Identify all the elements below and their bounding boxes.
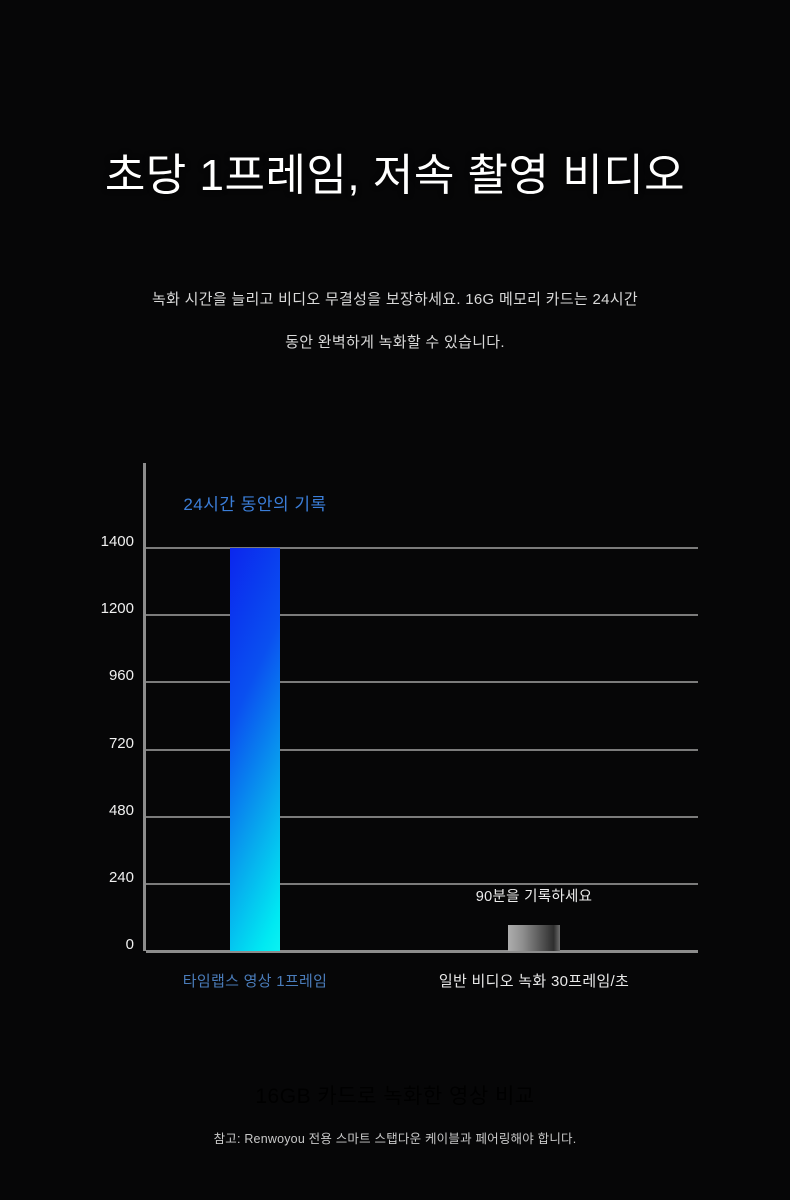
- y-tick-label: 0: [125, 936, 134, 953]
- category-label: 일반 비디오 녹화 30프레임/초: [438, 973, 630, 990]
- chart-caption: 16GB 카드로 녹화한 영상 비교: [255, 1085, 535, 1108]
- bar-primary: [230, 548, 281, 951]
- gridline: [146, 748, 698, 751]
- x-axis-line: [146, 950, 698, 953]
- gridline: [146, 681, 698, 684]
- bar-secondary: [508, 925, 560, 951]
- y-tick-label: 720: [108, 734, 134, 752]
- y-tick-label: 960: [108, 667, 134, 685]
- gridline: [146, 882, 698, 885]
- footnote: 참고: Renwoyou 전용 스마트 스탭다운 케이블과 페어링해야 합니다.: [213, 1132, 577, 1146]
- page-title: 초당 1프레임, 저속 촬영 비디오: [104, 151, 686, 200]
- y-tick-label: 1200: [100, 600, 134, 618]
- subtitle-line-1: 녹화 시간을 늘리고 비디오 무결성을 보장하세요. 16G 메모리 카드는 2…: [151, 291, 638, 308]
- y-tick-label: 1400: [100, 533, 134, 550]
- subtitle-line-2: 동안 완벽하게 녹화할 수 있습니다.: [285, 334, 505, 351]
- gridline: [146, 614, 698, 617]
- y-tick-label: 240: [108, 868, 134, 886]
- bar-annotation-primary: 24시간 동안의 기록: [183, 495, 327, 515]
- bar-annotation-secondary: 90분을 기록하세요: [475, 889, 593, 906]
- category-label: 타임랩스 영상 1프레임: [182, 973, 328, 990]
- gridline: [146, 547, 698, 549]
- y-tick-label: 480: [108, 801, 134, 819]
- gridline: [146, 815, 698, 818]
